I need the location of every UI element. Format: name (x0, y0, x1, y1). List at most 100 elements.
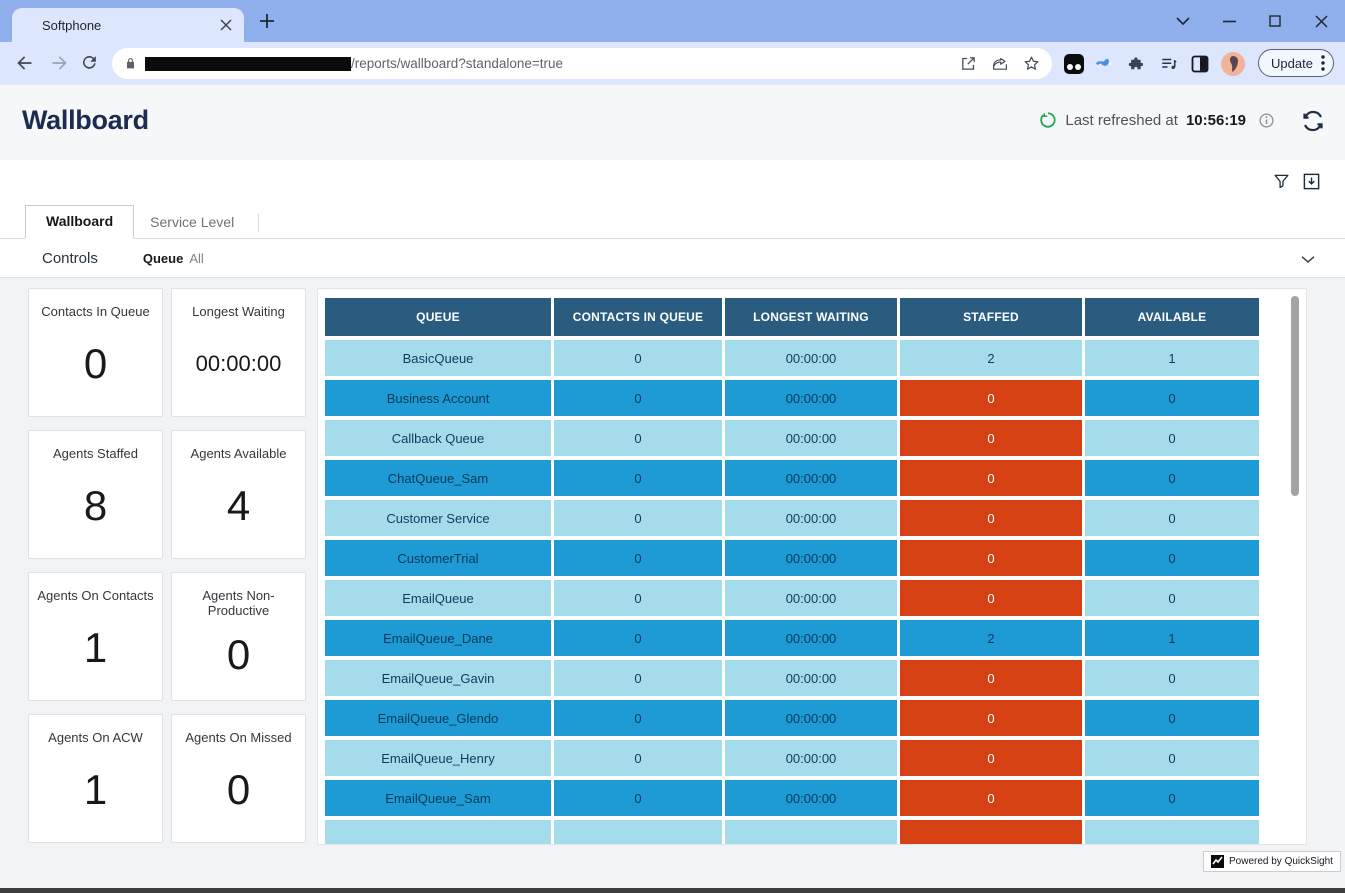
refresh-icon[interactable] (1301, 109, 1325, 133)
sheet-tabs: Wallboard Service Level (0, 205, 1345, 239)
available-cell: 0 (1085, 420, 1259, 456)
table-row: EmailQueue 0 00:00:00 0 0 (325, 580, 1259, 616)
page-header: Wallboard Last refreshed at 10:56:19 (0, 85, 1345, 160)
lock-icon[interactable] (124, 56, 137, 71)
bookmark-star-icon[interactable] (1023, 55, 1040, 72)
controls-collapse-chevron-icon[interactable] (1299, 250, 1317, 268)
tab-service-level[interactable]: Service Level (150, 214, 235, 230)
longest-waiting-cell: 00:00:00 (725, 620, 897, 656)
extension-dots-icon[interactable] (1064, 54, 1084, 74)
export-icon[interactable] (1302, 172, 1321, 191)
queue-filter-value: All (189, 250, 204, 266)
contacts-cell: 0 (554, 780, 722, 816)
available-cell: 0 (1085, 700, 1259, 736)
staffed-cell: 0 (900, 660, 1082, 696)
table-row: EmailQueue_Sam 0 00:00:00 0 0 (325, 780, 1259, 816)
browser-tab[interactable]: Softphone (12, 8, 244, 42)
dark-mode-extension-icon[interactable] (1191, 55, 1209, 73)
share-icon[interactable] (991, 55, 1009, 72)
filter-icon[interactable] (1273, 172, 1290, 191)
column-header[interactable]: QUEUE (325, 298, 551, 336)
staffed-cell: 0 (900, 700, 1082, 736)
table-row: EmailQueue_Gavin 0 00:00:00 0 0 (325, 660, 1259, 696)
queue-cell: Business Account (325, 380, 551, 416)
kpi-grid: Contacts In Queue 0 Longest Waiting 00:0… (28, 288, 306, 843)
back-icon[interactable] (14, 53, 34, 73)
dashboard-content: Contacts In Queue 0 Longest Waiting 00:0… (0, 278, 1345, 888)
url-path-text: /reports/wallboard?standalone=true (351, 56, 564, 71)
available-cell: 0 (1085, 500, 1259, 536)
available-cell: 1 (1085, 620, 1259, 656)
contacts-cell: 0 (554, 420, 722, 456)
available-cell: 0 (1085, 580, 1259, 616)
url-bar[interactable]: /reports/wallboard?standalone=true (112, 48, 1052, 79)
column-header[interactable]: AVAILABLE (1085, 298, 1259, 336)
update-button[interactable]: Update (1258, 49, 1334, 77)
available-cell: 0 (1085, 540, 1259, 576)
queue-cell: EmailQueue_Henry (325, 740, 551, 776)
powered-by-quicksight-badge[interactable]: Powered by QuickSight (1203, 851, 1341, 872)
new-tab-icon[interactable] (258, 12, 276, 30)
browser-toolbar: /reports/wallboard?standalone=true (0, 42, 1345, 85)
kpi-card: Agents On Missed 0 (171, 714, 306, 843)
controls-bar: Controls Queue All (0, 239, 1345, 278)
kpi-card: Contacts In Queue 0 (28, 288, 163, 417)
kpi-label: Agents Available (190, 446, 287, 461)
kpi-card: Longest Waiting 00:00:00 (171, 288, 306, 417)
tab-separator (258, 214, 260, 232)
powered-by-text: Powered by QuickSight (1229, 856, 1333, 867)
profile-avatar[interactable] (1221, 52, 1245, 76)
queue-table: QUEUE CONTACTS IN QUEUE LONGEST WAITING STA… (322, 294, 1262, 844)
column-header[interactable]: LONGEST WAITING (725, 298, 897, 336)
contacts-cell: 0 (554, 380, 722, 416)
taskbar-edge (0, 888, 1345, 893)
forward-icon[interactable] (50, 53, 70, 73)
table-row: BasicQueue 0 00:00:00 2 1 (325, 340, 1259, 376)
open-in-new-icon[interactable] (960, 55, 977, 72)
window-maximize-icon[interactable] (1264, 11, 1286, 31)
tab-close-icon[interactable] (218, 17, 234, 33)
tab-search-chevron-icon[interactable] (1172, 11, 1194, 31)
queue-cell: CustomerTrial (325, 540, 551, 576)
redacted-url-host (145, 56, 351, 71)
table-row: Callback Queue 0 00:00:00 0 0 (325, 420, 1259, 456)
contacts-cell: 0 (554, 700, 722, 736)
available-cell: 0 (1085, 460, 1259, 496)
extensions-puzzle-icon[interactable] (1128, 55, 1147, 74)
queue-cell: Customer Service (325, 500, 551, 536)
kpi-label: Agents On Missed (185, 730, 292, 745)
queue-filter-label: Queue (142, 250, 184, 266)
table-scrollbar-thumb[interactable] (1291, 296, 1299, 496)
longest-waiting-cell: 00:00:00 (725, 500, 897, 536)
queue-cell: EmailQueue_Glendo (325, 700, 551, 736)
staffed-cell: 0 (900, 780, 1082, 816)
playlist-extension-icon[interactable] (1159, 55, 1179, 73)
queue-filter[interactable]: Queue All (143, 251, 204, 266)
staffed-cell: 0 (900, 460, 1082, 496)
last-refreshed-label: Last refreshed at (1065, 111, 1178, 129)
auto-refresh-timer-icon (1039, 111, 1057, 129)
info-icon[interactable] (1258, 112, 1275, 129)
available-cell: 0 (1085, 780, 1259, 816)
table-row: ChatQueue_Sam 0 00:00:00 0 0 (325, 460, 1259, 496)
longest-waiting-cell: 00:00:00 (725, 340, 897, 376)
column-header[interactable]: STAFFED (900, 298, 1082, 336)
contacts-cell: 0 (554, 340, 722, 376)
tab-wallboard[interactable]: Wallboard (25, 205, 135, 239)
kpi-card: Agents On ACW 1 (28, 714, 163, 843)
longest-waiting-cell: 00:00:00 (725, 700, 897, 736)
kpi-label: Agents On ACW (48, 730, 143, 745)
available-cell: 0 (1085, 380, 1259, 416)
key-extension-icon[interactable] (1096, 54, 1116, 74)
browser-menu-kebab-icon[interactable] (1321, 55, 1325, 71)
staffed-cell: 0 (900, 380, 1082, 416)
reload-icon[interactable] (80, 53, 100, 73)
browser-titlebar: Softphone (0, 0, 1345, 42)
column-header[interactable]: CONTACTS IN QUEUE (554, 298, 722, 336)
controls-label: Controls (42, 249, 98, 267)
table-header-row: QUEUE CONTACTS IN QUEUE LONGEST WAITING STA… (325, 298, 1259, 336)
window-minimize-icon[interactable] (1218, 11, 1240, 31)
window-close-icon[interactable] (1310, 11, 1332, 31)
longest-waiting-cell (725, 820, 897, 844)
contacts-cell: 0 (554, 620, 722, 656)
